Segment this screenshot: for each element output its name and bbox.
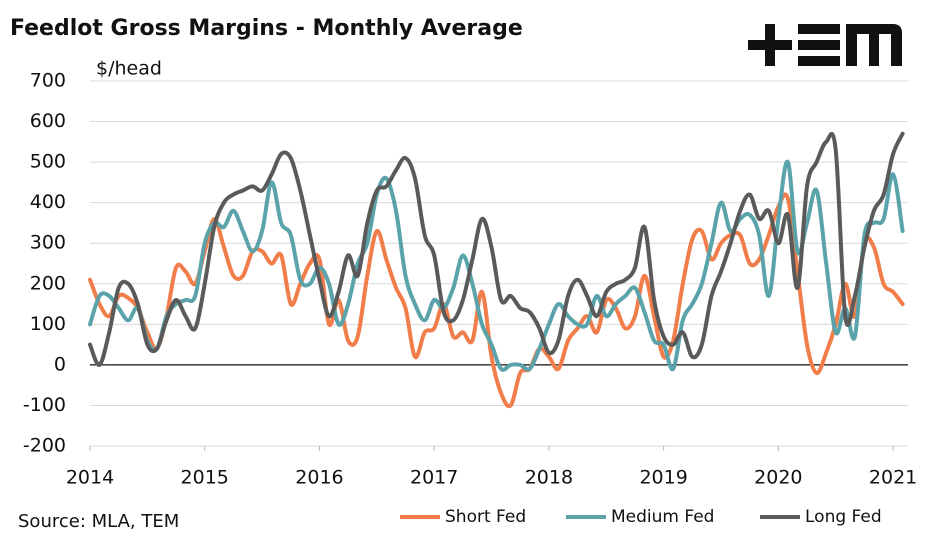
y-axis-label: $/head: [96, 58, 162, 80]
x-tick-label: 2018: [525, 467, 573, 489]
x-tick-label: 2021: [869, 467, 917, 489]
legend-label: Long Fed: [805, 507, 882, 527]
x-tick-label: 2015: [181, 467, 229, 489]
y-tick-label: 600: [30, 110, 66, 132]
x-tick-label: 2017: [410, 467, 458, 489]
x-tick-label: 2020: [754, 467, 802, 489]
x-tick-label: 2014: [66, 467, 114, 489]
x-tick-label: 2019: [639, 467, 687, 489]
y-tick-label: 700: [30, 70, 66, 92]
source-note: Source: MLA, TEM: [18, 511, 179, 532]
series-line: [88, 159, 905, 372]
y-tick-label: 200: [30, 272, 66, 294]
chart-title: Feedlot Gross Margins - Monthly Average: [10, 16, 523, 41]
legend-label: Medium Fed: [611, 507, 714, 527]
y-tick-label: 300: [30, 232, 66, 254]
x-tick-label: 2016: [295, 467, 343, 489]
y-tick-label: 500: [30, 151, 66, 173]
y-tick-label: -200: [23, 435, 66, 457]
y-tick-label: 400: [30, 191, 66, 213]
y-tick-label: 0: [54, 353, 66, 375]
logo: [748, 24, 902, 66]
y-tick-label: -100: [23, 394, 66, 416]
y-tick-label: 100: [30, 313, 66, 335]
legend-label: Short Fed: [445, 507, 526, 527]
series-line: [88, 192, 905, 409]
series-line: [88, 131, 905, 367]
